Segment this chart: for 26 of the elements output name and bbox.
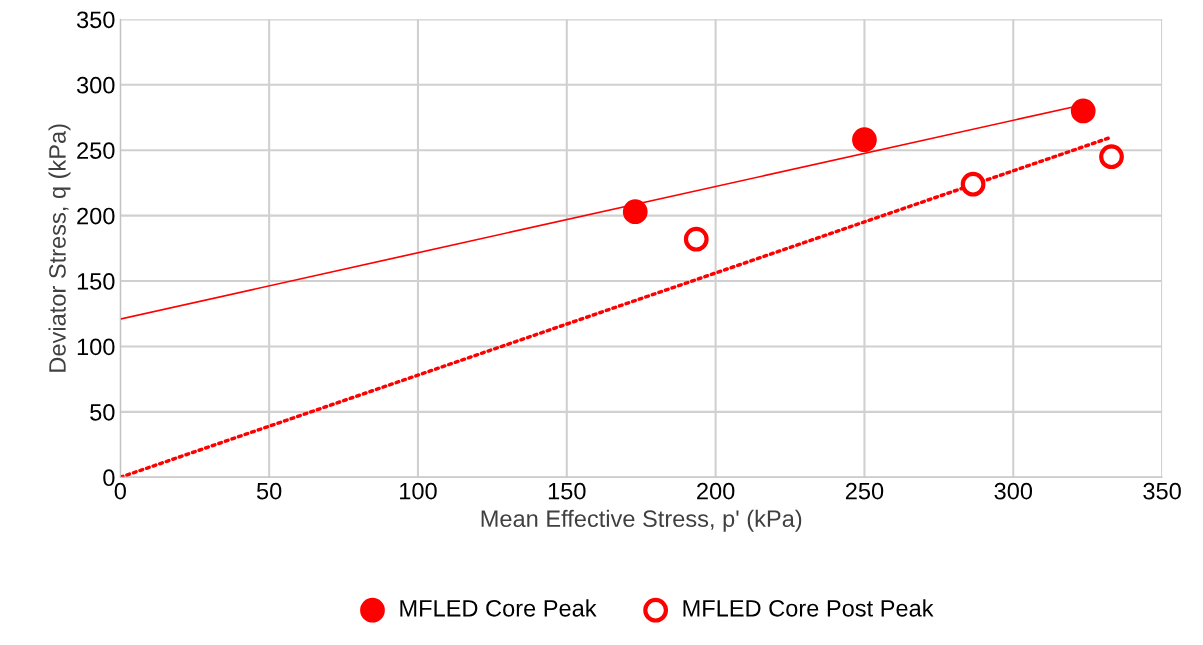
x-tick-label: 50 [256, 482, 282, 500]
y-tick-label: 100 [77, 338, 115, 356]
y-tick-label: 350 [76, 11, 115, 29]
x-tick-label: 150 [548, 482, 586, 500]
x-tick-label: 200 [697, 482, 735, 500]
x-tick-label: 350 [1143, 482, 1181, 500]
y-tick-label: 50 [90, 403, 115, 421]
y-tick-label: 200 [77, 207, 115, 225]
y-tick-label: 250 [77, 142, 115, 159]
x-tick-label: 100 [400, 482, 437, 500]
x-tick-label: 300 [994, 482, 1033, 500]
x-tick-label: 250 [845, 482, 884, 500]
legend-label: MFLED Core Post Peak [683, 599, 934, 617]
point [1099, 144, 1124, 170]
y-tick-label: 150 [77, 273, 115, 290]
point [960, 171, 986, 197]
x-tick-label: 0 [114, 482, 126, 500]
y-tick-label: 300 [76, 76, 115, 94]
point [683, 226, 709, 252]
x-axis-title: Mean Effective Stress, p' (kPa) [481, 509, 802, 532]
point [622, 199, 648, 225]
point [852, 127, 877, 153]
y-tick-label: 0 [103, 469, 115, 487]
point [1070, 98, 1096, 124]
legend-label: MFLED Core Peak [400, 599, 597, 617]
y-axis-title: Deviator Stress, q (kPa) [48, 124, 71, 372]
